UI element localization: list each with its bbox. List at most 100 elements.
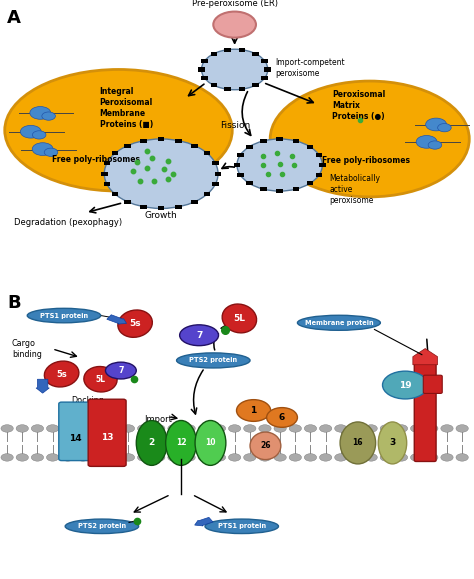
- Text: PTS2 protein: PTS2 protein: [78, 523, 126, 529]
- Bar: [237, 153, 244, 157]
- Circle shape: [31, 425, 44, 432]
- Bar: [239, 87, 246, 91]
- FancyBboxPatch shape: [88, 400, 126, 467]
- Bar: [261, 76, 268, 80]
- Text: 26: 26: [260, 441, 271, 450]
- Bar: [224, 47, 230, 52]
- Circle shape: [198, 454, 210, 461]
- Circle shape: [244, 454, 256, 461]
- Bar: [204, 151, 210, 155]
- Text: Membrane protein: Membrane protein: [305, 320, 373, 326]
- Circle shape: [456, 454, 468, 461]
- Ellipse shape: [45, 361, 79, 387]
- Text: Fission: Fission: [220, 122, 251, 130]
- Text: 6: 6: [279, 413, 285, 422]
- Text: A: A: [7, 9, 21, 27]
- Text: 16: 16: [353, 438, 363, 448]
- Circle shape: [289, 425, 301, 432]
- Bar: [276, 189, 283, 193]
- Circle shape: [107, 454, 119, 461]
- Bar: [210, 52, 217, 56]
- Circle shape: [16, 425, 28, 432]
- Bar: [264, 67, 271, 71]
- Text: Import: Import: [145, 416, 173, 424]
- Circle shape: [31, 454, 44, 461]
- Circle shape: [319, 425, 332, 432]
- Bar: [124, 200, 131, 204]
- Bar: [252, 83, 259, 87]
- Circle shape: [244, 425, 256, 432]
- Circle shape: [44, 148, 58, 156]
- Circle shape: [365, 454, 377, 461]
- Ellipse shape: [27, 308, 101, 323]
- Bar: [104, 161, 110, 165]
- Text: Integral
Peroxisomal
Membrane
Proteins (■): Integral Peroxisomal Membrane Proteins (…: [100, 87, 153, 129]
- Circle shape: [46, 425, 59, 432]
- Bar: [260, 139, 267, 143]
- FancyBboxPatch shape: [423, 375, 442, 394]
- Bar: [307, 181, 313, 185]
- Bar: [204, 192, 210, 196]
- Text: Growth: Growth: [145, 211, 178, 220]
- Circle shape: [1, 454, 13, 461]
- Ellipse shape: [205, 519, 279, 534]
- Circle shape: [183, 454, 195, 461]
- Text: Metabolically
active
peroxisome: Metabolically active peroxisome: [329, 174, 381, 205]
- Circle shape: [1, 425, 13, 432]
- FancyArrow shape: [107, 315, 127, 324]
- Ellipse shape: [118, 310, 152, 338]
- Text: 19: 19: [399, 380, 411, 390]
- Bar: [104, 182, 110, 186]
- Bar: [239, 47, 246, 52]
- Circle shape: [383, 371, 428, 399]
- Bar: [292, 187, 299, 191]
- Text: 5s: 5s: [56, 369, 67, 379]
- Bar: [307, 145, 313, 149]
- Bar: [101, 171, 108, 176]
- Circle shape: [319, 454, 332, 461]
- Ellipse shape: [195, 420, 226, 466]
- Circle shape: [92, 425, 104, 432]
- Bar: [260, 187, 267, 191]
- Ellipse shape: [266, 408, 298, 427]
- Ellipse shape: [378, 422, 407, 464]
- Circle shape: [16, 454, 28, 461]
- Text: 2: 2: [148, 438, 155, 448]
- Bar: [276, 137, 283, 141]
- Bar: [316, 173, 322, 177]
- Text: Peroxisomal
Matrix
Proteins (●): Peroxisomal Matrix Proteins (●): [332, 90, 385, 121]
- Bar: [201, 76, 208, 80]
- FancyBboxPatch shape: [59, 402, 92, 461]
- Bar: [175, 138, 182, 142]
- Circle shape: [304, 425, 317, 432]
- Circle shape: [62, 425, 74, 432]
- Text: 5L: 5L: [95, 375, 106, 384]
- Text: Free poly-ribosomes: Free poly-ribosomes: [52, 155, 140, 164]
- Circle shape: [304, 454, 317, 461]
- Circle shape: [438, 123, 451, 132]
- Circle shape: [410, 454, 423, 461]
- Circle shape: [259, 425, 271, 432]
- Circle shape: [42, 112, 55, 120]
- FancyArrow shape: [413, 349, 438, 365]
- Ellipse shape: [65, 519, 138, 534]
- Ellipse shape: [298, 315, 381, 330]
- Ellipse shape: [201, 49, 268, 90]
- Bar: [201, 58, 208, 63]
- Text: 14: 14: [69, 434, 82, 443]
- Bar: [261, 58, 268, 63]
- Text: Import-competent
peroxisome: Import-competent peroxisome: [275, 58, 345, 78]
- Bar: [158, 137, 164, 141]
- Circle shape: [137, 425, 150, 432]
- Circle shape: [153, 454, 165, 461]
- Circle shape: [456, 425, 468, 432]
- Ellipse shape: [270, 81, 469, 197]
- Bar: [215, 171, 221, 176]
- Circle shape: [107, 425, 119, 432]
- Bar: [212, 182, 219, 186]
- Ellipse shape: [84, 367, 117, 392]
- Circle shape: [153, 425, 165, 432]
- Text: PTS1 protein: PTS1 protein: [40, 313, 88, 318]
- Circle shape: [137, 454, 150, 461]
- Bar: [246, 145, 253, 149]
